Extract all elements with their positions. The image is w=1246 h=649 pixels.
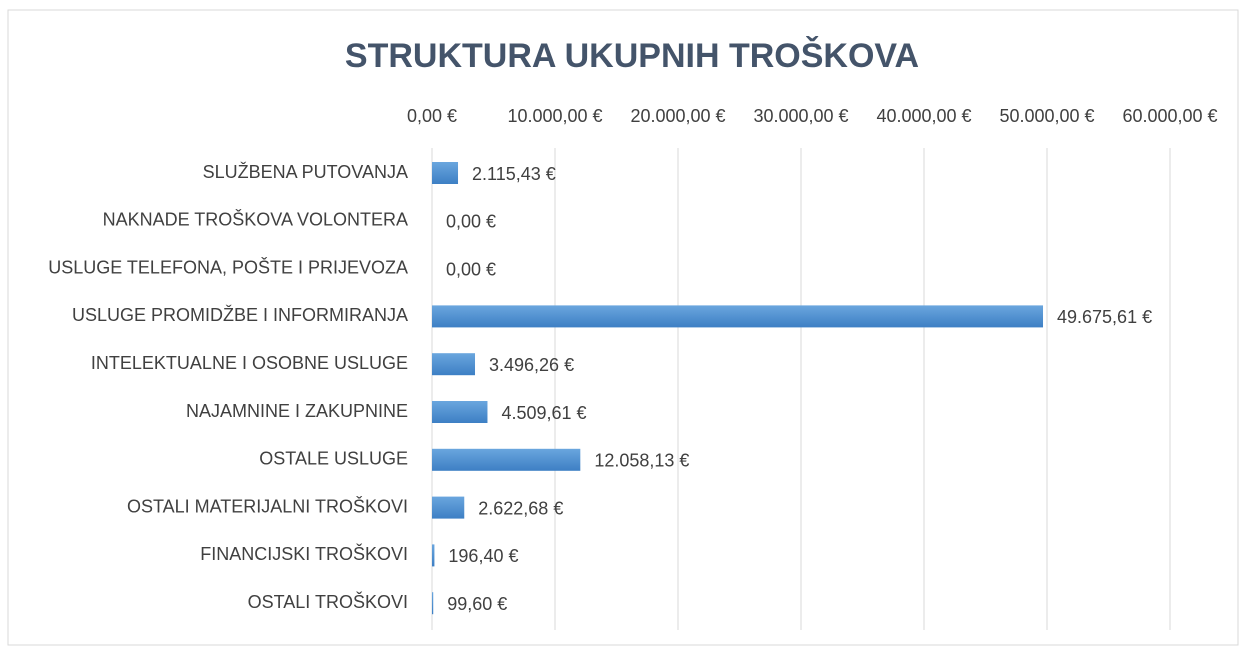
bar — [432, 401, 488, 423]
value-label: 2.115,43 € — [472, 164, 556, 184]
value-label: 3.496,26 € — [489, 355, 574, 375]
x-tick-label: 60.000,00 € — [1122, 106, 1217, 126]
value-label: 2.622,68 € — [478, 498, 563, 518]
y-tick-label: INTELEKTUALNE I OSOBNE USLUGE — [91, 353, 408, 373]
y-tick-label: SLUŽBENA PUTOVANJA — [203, 162, 408, 182]
x-tick-label: 40.000,00 € — [876, 106, 971, 126]
y-tick-label: USLUGE PROMIDŽBE I INFORMIRANJA — [72, 305, 408, 325]
bar — [432, 162, 459, 184]
bar — [432, 592, 434, 615]
x-tick-label: 0,00 € — [407, 106, 457, 126]
value-label: 0,00 € — [446, 259, 496, 279]
bar — [432, 305, 1044, 328]
value-label: 0,00 € — [446, 212, 496, 232]
bar — [432, 544, 435, 567]
y-tick-label: NAJAMNINE I ZAKUPNINE — [186, 401, 408, 421]
value-label: 12.058,13 € — [594, 451, 689, 471]
y-tick-label: NAKNADE TROŠKOVA VOLONTERA — [103, 209, 408, 230]
bar — [432, 353, 476, 376]
y-tick-label: OSTALE USLUGE — [259, 449, 408, 469]
y-tick-label: OSTALI TROŠKOVI — [248, 591, 408, 612]
y-tick-label: FINANCIJSKI TROŠKOVI — [200, 543, 408, 564]
x-tick-label: 30.000,00 € — [753, 106, 848, 126]
value-label: 99,60 € — [447, 594, 507, 614]
x-tick-label: 10.000,00 € — [507, 106, 602, 126]
bar — [432, 448, 581, 471]
y-tick-label: OSTALI MATERIJALNI TROŠKOVI — [127, 495, 408, 516]
chart-title: STRUKTURA UKUPNIH TROŠKOVA — [345, 36, 919, 75]
y-tick-label: USLUGE TELEFONA, POŠTE I PRIJEVOZA — [48, 256, 408, 277]
value-label: 49.675,61 € — [1057, 307, 1152, 327]
x-tick-label: 50.000,00 € — [999, 106, 1094, 126]
chart-frame — [7, 9, 1239, 646]
value-label: 4.509,61 € — [501, 403, 586, 423]
x-tick-label: 20.000,00 € — [630, 106, 725, 126]
bar — [432, 496, 465, 519]
value-label: 196,40 € — [448, 546, 518, 566]
